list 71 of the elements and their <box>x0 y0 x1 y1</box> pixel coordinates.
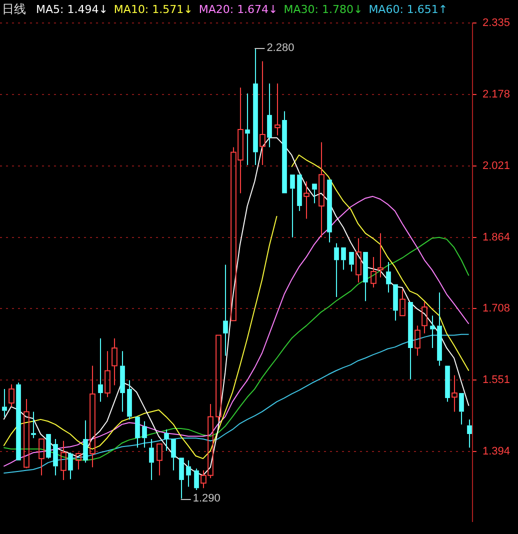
candlestick <box>408 302 413 380</box>
candlestick <box>120 350 125 412</box>
candlestick <box>400 288 406 316</box>
y-tick-label: 2.178 <box>482 88 510 100</box>
text: MA5: 1.494↓ <box>36 2 108 16</box>
candlestick <box>104 350 110 398</box>
y-tick-label: 1.551 <box>482 374 510 386</box>
y-tick-label: 1.864 <box>482 231 510 244</box>
candlestick <box>290 174 295 238</box>
y-tick-label: 1.394 <box>482 445 510 458</box>
candlestick <box>414 325 420 356</box>
text: MA60: 1.651↑ <box>368 2 448 16</box>
candlestick <box>274 83 280 136</box>
candlestick <box>194 468 199 490</box>
candlestick <box>186 460 191 488</box>
text: MA30: 1.780↓ <box>284 2 363 16</box>
candlestick <box>76 452 82 470</box>
candlestick <box>245 93 250 166</box>
chart-title: 日线 <box>2 2 26 16</box>
y-tick-label: 1.708 <box>482 302 510 314</box>
candlestick <box>312 184 317 204</box>
candlestick <box>282 110 287 194</box>
candlestick <box>216 334 222 422</box>
candlestick <box>253 48 258 166</box>
y-tick-label: 2.021 <box>482 160 510 172</box>
candlestick <box>445 366 450 402</box>
candlestick <box>98 338 103 402</box>
candlestick <box>24 398 30 469</box>
candlestick <box>53 438 58 476</box>
candlestick <box>171 439 176 471</box>
candlestick <box>430 315 435 348</box>
candlestick <box>260 60 266 166</box>
candlestick <box>459 393 464 425</box>
candlestick <box>127 380 132 420</box>
candlestick <box>334 242 339 298</box>
candlestick <box>16 382 21 460</box>
annotation: 2.280 <box>266 42 294 54</box>
candlestick <box>135 416 140 448</box>
candlestick <box>386 261 391 293</box>
candlestick <box>2 388 7 418</box>
candlestick <box>164 428 169 452</box>
text: MA10: 1.571↓ <box>114 2 193 16</box>
candlestick <box>46 434 51 460</box>
candlestick <box>452 374 458 412</box>
y-tick-label: 2.335 <box>482 17 510 30</box>
candlestick <box>363 252 368 302</box>
candlestick <box>179 458 184 500</box>
text: MA20: 1.674↓ <box>198 2 278 16</box>
candlestick <box>378 232 384 278</box>
candlestick <box>356 238 362 283</box>
candlestick <box>304 180 310 220</box>
candlestick <box>297 174 302 212</box>
candlestick <box>267 83 272 148</box>
candlestick <box>83 420 88 464</box>
candlestick <box>31 411 36 439</box>
candlestick <box>112 338 118 386</box>
candlestick <box>437 292 442 366</box>
candlestick <box>38 438 44 476</box>
candlestick <box>60 440 66 480</box>
candlestick <box>422 302 428 334</box>
candlestick <box>349 252 354 272</box>
candlestick <box>467 418 472 448</box>
candlestick <box>370 256 376 288</box>
candlestick <box>90 365 96 468</box>
candlestick <box>223 264 228 356</box>
candlestick <box>142 420 147 448</box>
candlestick <box>318 142 324 238</box>
candlestick <box>68 452 73 480</box>
candlestick <box>156 444 162 476</box>
annotation: 1.290 <box>192 492 220 505</box>
candlestick <box>149 438 154 480</box>
